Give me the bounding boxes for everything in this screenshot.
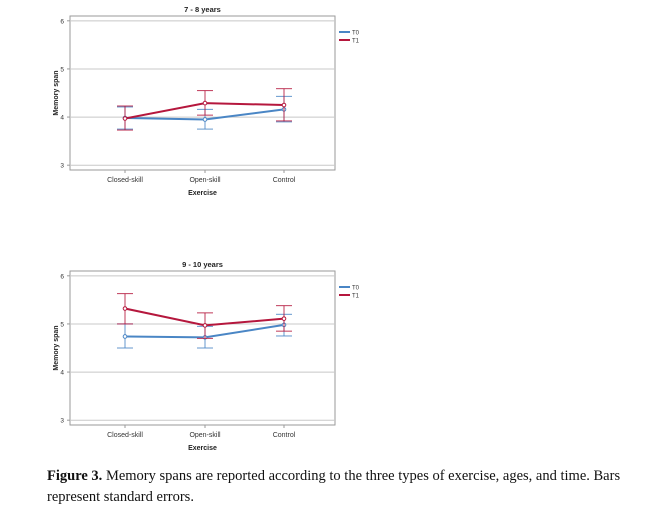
x-tick-label: Control (273, 177, 296, 184)
x-tick-label: Closed-skill (107, 432, 143, 439)
x-axis-label: Exercise (188, 445, 217, 452)
legend-label: T0 (352, 286, 360, 292)
x-tick-label: Open-skill (189, 432, 221, 439)
y-tick-label: 5 (60, 66, 64, 73)
data-point (281, 316, 287, 321)
data-point (281, 102, 287, 108)
x-tick-label: Control (273, 432, 296, 439)
y-tick-label: 6 (60, 18, 64, 25)
plot-frame (69, 270, 336, 426)
y-tick-label: 3 (60, 163, 64, 170)
caption-label: Figure 3. (47, 468, 103, 484)
y-tick-label: 3 (60, 418, 64, 425)
data-point (122, 334, 128, 339)
chart-9-10-years: 3 4 5 6 Closed-skill Open-skill Control 9 - 10 … (53, 260, 360, 452)
data-point (122, 116, 128, 121)
legend-label: T1 (352, 294, 360, 300)
y-tick-label: 6 (60, 273, 64, 280)
y-axis-label: Memory span (53, 325, 60, 370)
chart-7-8-years: 3 4 5 6 Closed-skill Open-skill Control 7 - 8 y… (53, 5, 360, 197)
legend-label: T1 (352, 39, 360, 45)
x-axis-label: Exercise (188, 190, 217, 197)
series-T1 (117, 293, 292, 339)
chart-title: 7 - 8 years (184, 5, 221, 14)
caption-text: Memory spans are reported according to t… (47, 468, 621, 505)
data-point (202, 117, 208, 122)
data-point (122, 306, 128, 311)
y-tick-label: 4 (60, 370, 64, 377)
data-point (202, 323, 208, 328)
figure-caption: Figure 3. Memory spans are reported acco… (47, 466, 637, 508)
legend-label: T0 (352, 31, 360, 37)
x-tick-label: Closed-skill (107, 177, 143, 184)
plot-frame (69, 15, 336, 171)
series-T1 (117, 88, 292, 131)
chart-title: 9 - 10 years (182, 260, 223, 269)
x-tick-label: Open-skill (189, 177, 221, 184)
y-tick-label: 4 (60, 115, 64, 122)
y-tick-label: 5 (60, 321, 64, 328)
y-axis-label: Memory span (53, 70, 60, 115)
data-point (202, 100, 208, 106)
